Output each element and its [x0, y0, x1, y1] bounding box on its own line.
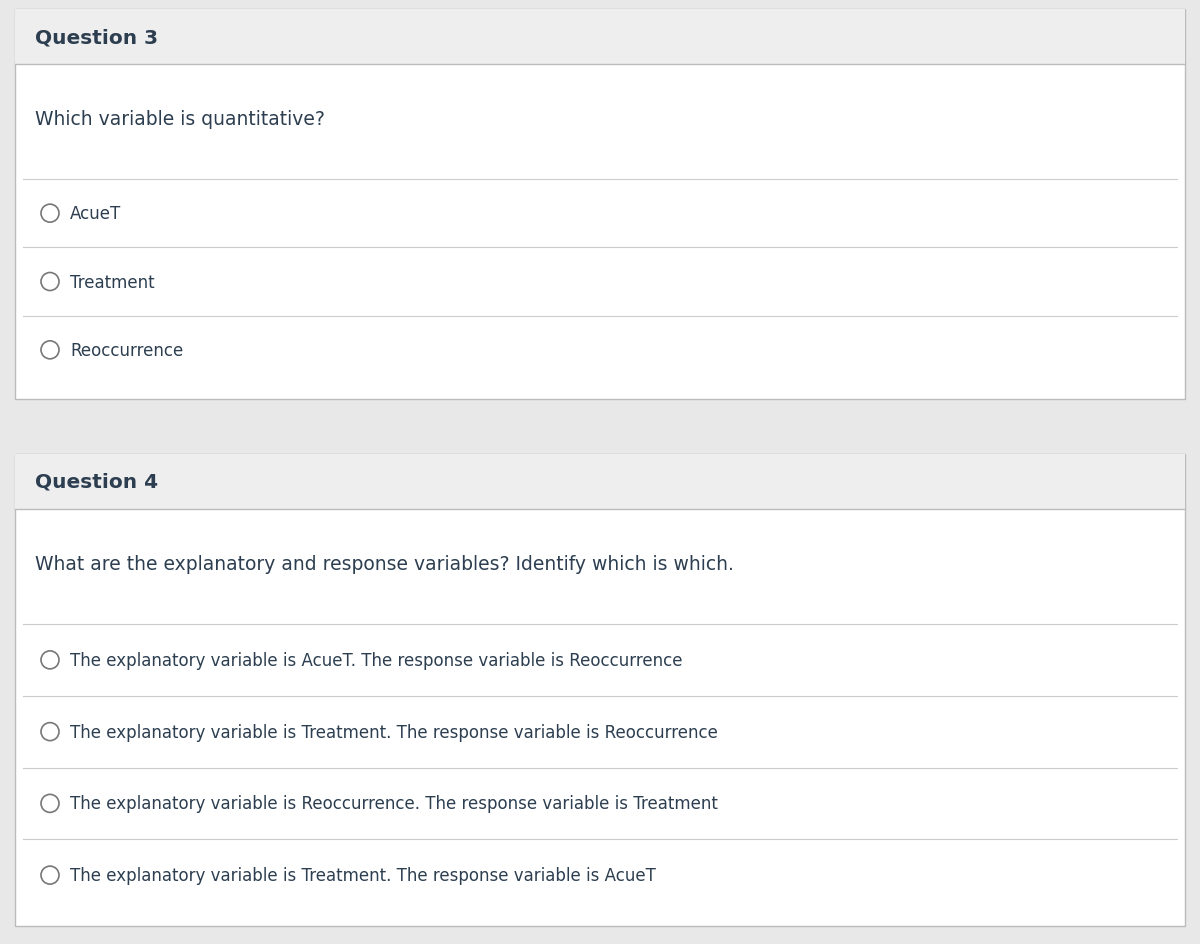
Text: The explanatory variable is Treatment. The response variable is Reoccurrence: The explanatory variable is Treatment. T… [70, 723, 718, 741]
Text: Question 3: Question 3 [35, 28, 158, 47]
Text: The explanatory variable is AcueT. The response variable is Reoccurrence: The explanatory variable is AcueT. The r… [70, 651, 683, 669]
FancyBboxPatch shape [14, 10, 1186, 399]
Text: Which variable is quantitative?: Which variable is quantitative? [35, 110, 325, 129]
Text: The explanatory variable is Reoccurrence. The response variable is Treatment: The explanatory variable is Reoccurrence… [70, 795, 718, 813]
Text: Question 4: Question 4 [35, 473, 158, 492]
Text: Treatment: Treatment [70, 273, 155, 291]
Text: What are the explanatory and response variables? Identify which is which.: What are the explanatory and response va… [35, 554, 734, 573]
Text: Reoccurrence: Reoccurrence [70, 342, 184, 360]
FancyBboxPatch shape [14, 454, 1186, 926]
Text: The explanatory variable is Treatment. The response variable is AcueT: The explanatory variable is Treatment. T… [70, 867, 656, 885]
FancyBboxPatch shape [14, 454, 1186, 510]
Text: AcueT: AcueT [70, 205, 121, 223]
FancyBboxPatch shape [14, 10, 1186, 65]
